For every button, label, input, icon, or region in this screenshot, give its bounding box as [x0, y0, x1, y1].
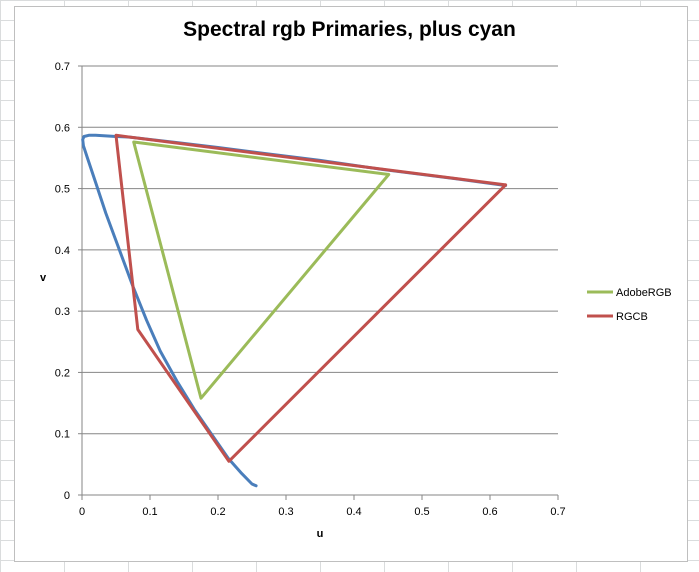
- legend-label-rgcb: RGCB: [616, 311, 648, 323]
- chart-title: Spectral rgb Primaries, plus cyan: [183, 18, 516, 41]
- legend-label-adobergb: AdobeRGB: [616, 287, 672, 299]
- series-line-rgcb: [114, 133, 508, 463]
- x-axis-title: u: [317, 528, 324, 540]
- y-tick-label: 0.5: [55, 184, 70, 196]
- chart-area[interactable]: [14, 6, 688, 562]
- x-tick-label: 0: [79, 506, 85, 518]
- series-line-adobergb: [132, 140, 391, 400]
- x-tick-label: 0.2: [210, 506, 225, 518]
- x-tick-label: 0.3: [278, 506, 293, 518]
- y-tick-label: 0.3: [55, 306, 70, 318]
- y-axis-title: v: [40, 272, 47, 284]
- y-tick-label: 0.4: [55, 245, 70, 257]
- y-tick-label: 0: [64, 490, 70, 502]
- x-tick-label: 0.4: [346, 506, 361, 518]
- x-tick-label: 0.5: [414, 506, 429, 518]
- x-tick-label: 0.6: [482, 506, 497, 518]
- x-tick-label: 0.7: [550, 506, 565, 518]
- x-tick-label: 0.1: [142, 506, 157, 518]
- y-tick-label: 0.6: [55, 122, 70, 134]
- y-tick-label: 0.2: [55, 367, 70, 379]
- y-tick-label: 0.1: [55, 429, 70, 441]
- y-tick-label: 0.7: [55, 61, 70, 73]
